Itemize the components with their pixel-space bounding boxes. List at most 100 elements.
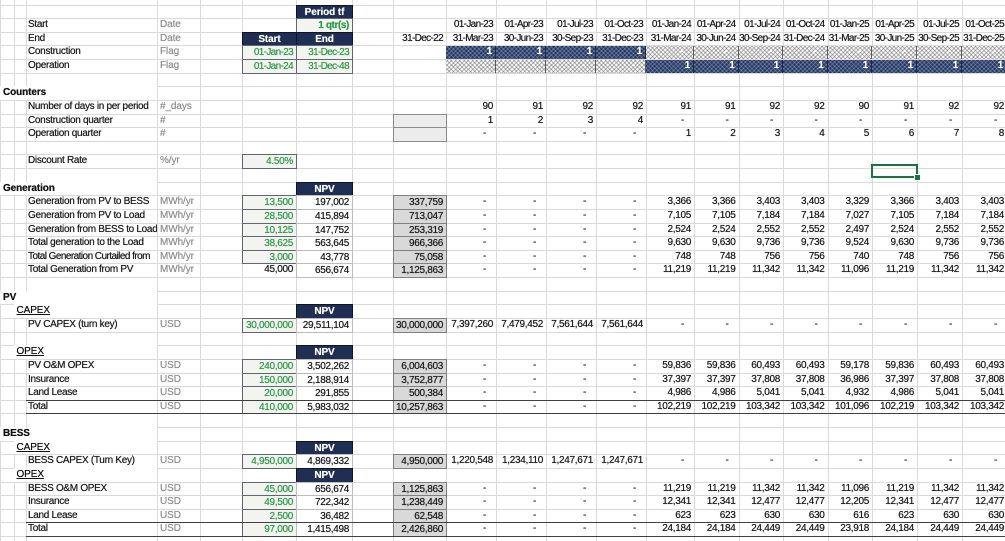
period-value[interactable]: 9,736 xyxy=(800,237,825,249)
row-unit[interactable]: USD xyxy=(160,455,181,467)
counter-value[interactable]: 5 xyxy=(863,128,870,140)
assumption-value[interactable]: 2,500 xyxy=(242,508,297,524)
period-value[interactable]: 102,219 xyxy=(879,400,914,412)
period-value[interactable]: 3,403 xyxy=(756,196,780,208)
period-value[interactable]: 11,342 xyxy=(751,482,780,494)
npv-value[interactable]: 656,674 xyxy=(296,481,353,497)
assumption-value[interactable]: 240,000 xyxy=(242,358,297,374)
period-value[interactable]: - xyxy=(582,264,586,276)
period-value[interactable]: 5,041 xyxy=(756,387,780,399)
period-value[interactable]: 12,477 xyxy=(751,496,780,508)
opening-value[interactable]: 1,125,863 xyxy=(393,481,447,497)
period-value[interactable]: 3,403 xyxy=(800,196,825,208)
period-value[interactable]: 37,397 xyxy=(662,373,691,385)
period-value[interactable]: 3,403 xyxy=(935,196,959,208)
period-value[interactable]: 12,341 xyxy=(885,496,914,508)
period-value[interactable]: - xyxy=(482,264,486,276)
counter-value[interactable]: 91 xyxy=(724,100,736,112)
period-end-date[interactable]: 30-Jun-25 xyxy=(874,32,915,44)
counter-value[interactable]: 90 xyxy=(482,100,493,112)
period-value[interactable]: - xyxy=(482,496,486,508)
npv-column-header[interactable]: NPV xyxy=(296,467,353,483)
opening-value[interactable]: 4,950,000 xyxy=(393,454,447,469)
counter-value[interactable]: - xyxy=(632,128,636,140)
period-value[interactable]: - xyxy=(482,250,486,262)
period-end-date[interactable]: 31-Dec-23 xyxy=(602,32,643,44)
period-value[interactable]: 7,105 xyxy=(890,209,914,221)
period-value[interactable]: - xyxy=(532,387,536,399)
period-value[interactable]: 5,041 xyxy=(935,387,959,399)
period-value[interactable]: 11,219 xyxy=(662,264,691,276)
period-value[interactable]: 24,184 xyxy=(706,523,736,535)
period-value[interactable]: 2,524 xyxy=(667,223,691,235)
period-value[interactable]: 101,096 xyxy=(834,400,869,412)
period-value[interactable]: - xyxy=(582,373,586,385)
period-value[interactable]: - xyxy=(632,482,636,494)
opening-value[interactable]: 253,319 xyxy=(393,222,447,238)
period-value[interactable]: - xyxy=(769,318,773,330)
period-value[interactable]: 11,219 xyxy=(885,264,914,276)
opening-value[interactable]: 2,426,860 xyxy=(393,522,447,538)
period-value[interactable]: 24,184 xyxy=(662,523,691,535)
period-start-date[interactable]: 01-Oct-24 xyxy=(785,19,825,31)
opening-date[interactable]: 31-Dec-22 xyxy=(402,32,443,44)
period-value[interactable]: 2,552 xyxy=(800,223,825,235)
period-value[interactable]: 7,561,644 xyxy=(601,318,643,330)
period-value[interactable]: 3,366 xyxy=(667,196,691,208)
period-value[interactable]: 2,552 xyxy=(980,223,1004,235)
construction-flag-cell[interactable]: 1 xyxy=(596,46,646,59)
row-unit[interactable]: MWh/yr xyxy=(160,196,194,208)
counter-label[interactable]: Operation quarter xyxy=(28,128,102,140)
period-value[interactable]: - xyxy=(532,196,536,208)
counter-value[interactable]: - xyxy=(582,128,586,140)
period-value[interactable]: - xyxy=(482,237,486,249)
period-value[interactable]: 616 xyxy=(853,509,869,521)
period-start-date[interactable]: 01-Jul-25 xyxy=(923,19,959,31)
period-value[interactable]: 623 xyxy=(719,509,736,521)
period-value[interactable]: 11,342 xyxy=(975,482,1004,494)
period-value[interactable]: 9,736 xyxy=(935,237,959,249)
period-value[interactable]: 12,477 xyxy=(795,496,825,508)
period-value[interactable]: - xyxy=(632,264,636,276)
period-value[interactable]: 630 xyxy=(988,509,1004,521)
construction-flag-cell[interactable]: - xyxy=(783,46,828,59)
period-start-date[interactable]: 01-Jul-23 xyxy=(557,19,593,31)
period-value[interactable]: - xyxy=(725,318,729,330)
end-column-header[interactable]: End xyxy=(296,31,353,47)
counter-value[interactable]: 92 xyxy=(632,100,643,112)
period-value[interactable]: 7,105 xyxy=(711,209,736,221)
period-value[interactable]: 5,041 xyxy=(800,387,825,399)
period-value[interactable]: - xyxy=(814,455,818,467)
row-label[interactable]: BESS CAPEX (Turn Key) xyxy=(28,455,135,467)
period-length-input[interactable]: 1 qtr(s) xyxy=(296,18,353,33)
npv-value[interactable]: 36,482 xyxy=(296,508,353,524)
period-value[interactable]: - xyxy=(632,359,636,371)
npv-value[interactable]: 147,752 xyxy=(296,222,353,238)
operation-flag-cell[interactable]: - xyxy=(446,60,496,73)
period-value[interactable]: - xyxy=(858,455,862,467)
period-value[interactable]: - xyxy=(632,196,636,208)
period-end-date[interactable]: 31-Mar-25 xyxy=(828,32,870,44)
period-value[interactable]: 4,932 xyxy=(845,387,869,399)
period-value[interactable]: 24,184 xyxy=(885,523,914,535)
period-value[interactable]: 623 xyxy=(898,509,914,521)
assumption-value[interactable]: 3,000 xyxy=(242,249,297,265)
period-value[interactable]: 36,986 xyxy=(840,373,869,385)
period-value[interactable]: - xyxy=(948,455,952,467)
period-value[interactable]: 7,397,260 xyxy=(451,318,493,330)
period-start-date[interactable]: 01-Oct-25 xyxy=(965,19,1004,31)
counter-value[interactable]: 91 xyxy=(532,100,543,112)
period-value[interactable]: 60,493 xyxy=(930,359,959,371)
period-value[interactable]: - xyxy=(632,496,636,508)
period-value[interactable]: 9,524 xyxy=(845,237,869,249)
period-value[interactable]: 7,184 xyxy=(800,209,825,221)
period-value[interactable]: - xyxy=(582,250,586,262)
period-value[interactable]: 12,341 xyxy=(706,496,736,508)
period-value[interactable]: - xyxy=(680,455,684,467)
period-value[interactable]: - xyxy=(903,455,907,467)
period-value[interactable]: 60,493 xyxy=(975,359,1004,371)
period-value[interactable]: - xyxy=(482,400,486,412)
period-value[interactable]: 740 xyxy=(853,250,869,262)
period-value[interactable]: - xyxy=(582,509,586,521)
npv-value[interactable]: 656,674 xyxy=(296,263,353,279)
